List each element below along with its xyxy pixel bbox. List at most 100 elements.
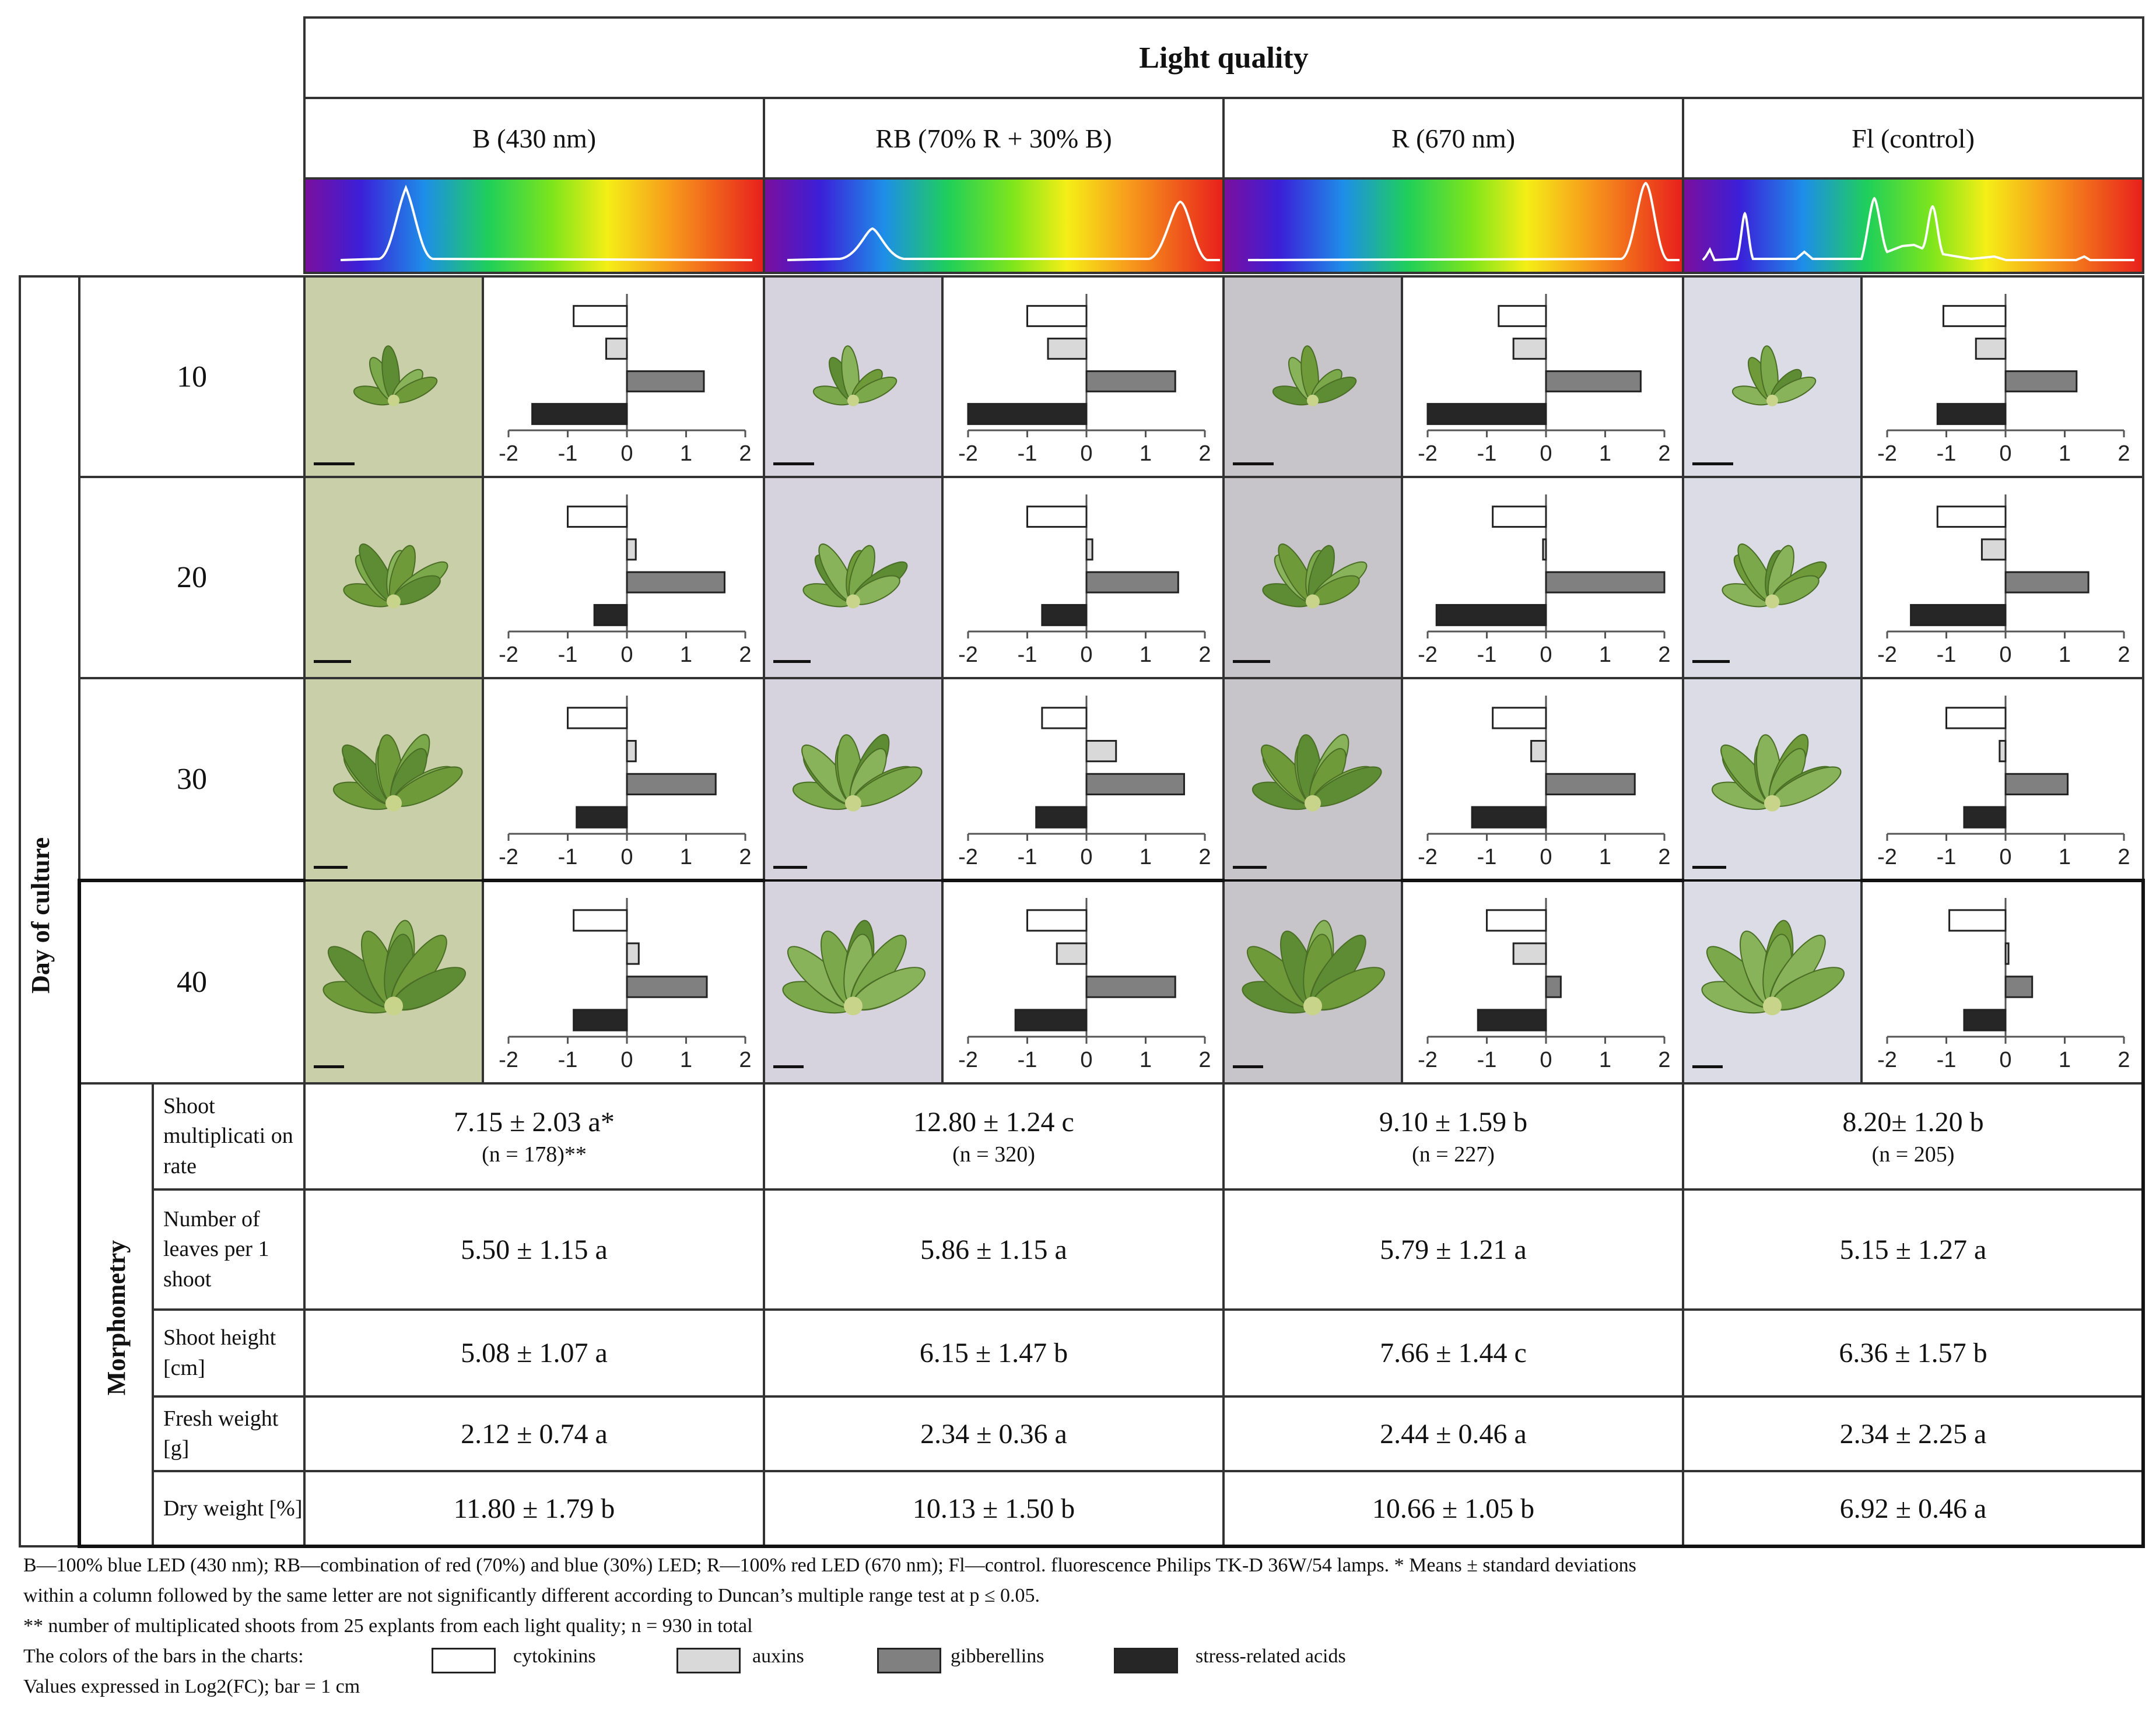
morph-value: 12.80 ± 1.24 c	[913, 1106, 1074, 1138]
bar-gibberellins	[1545, 975, 1562, 998]
footnote-line-2: within a column followed by the same let…	[23, 1585, 1040, 1606]
morph-n: (n = 227)	[1412, 1142, 1495, 1167]
scale-bar	[314, 462, 355, 465]
x-tick-label: 2	[2118, 441, 2130, 466]
x-tick-label: -1	[1937, 1048, 1957, 1072]
x-tick-label: 2	[2118, 1048, 2130, 1072]
day-label: 30	[177, 763, 207, 796]
plant-photo	[1225, 478, 1401, 677]
x-tick-label: -1	[1477, 643, 1497, 667]
x-tick-label: 0	[1080, 845, 1092, 869]
footnote-line-1: B—100% blue LED (430 nm); RB—combination…	[23, 1554, 1636, 1576]
x-tick-label: 2	[1198, 845, 1211, 869]
x-tick-label: 0	[1540, 441, 1552, 466]
x-tick-label: 1	[1599, 1048, 1611, 1072]
bar-auxins	[1980, 538, 2007, 561]
legend-swatch-auxins	[676, 1648, 741, 1673]
col-label-rb: RB (70% R + 30% B)	[875, 123, 1112, 153]
x-tick-label: -1	[1477, 845, 1497, 869]
bar-auxins	[1512, 338, 1547, 360]
bar-gibberellins	[626, 571, 725, 594]
bar-stress-related-acids	[1014, 1009, 1088, 1031]
day-label: 40	[177, 965, 207, 999]
x-tick-label: 2	[1198, 441, 1211, 466]
morph-label-fresh-weight: Fresh weight [g]	[163, 1406, 279, 1461]
x-tick-label: 0	[1080, 1048, 1092, 1072]
morph-value: 5.15 ± 1.27 a	[1839, 1234, 1987, 1265]
bar-chart: -2 -1 0 1 2	[1418, 898, 1671, 1072]
bar-gibberellins	[1085, 571, 1179, 594]
x-tick-label: 2	[739, 441, 751, 466]
morph-n: (n = 178)**	[482, 1142, 587, 1167]
bar-cytokinins	[1041, 707, 1088, 729]
x-tick-label: 2	[2118, 643, 2130, 667]
x-tick-label: 0	[620, 441, 633, 466]
spectrum-rb	[765, 180, 1222, 272]
spectrum-line-fl	[1702, 196, 2134, 262]
morph-value: 5.08 ± 1.07 a	[461, 1338, 608, 1368]
bar-chart: -2 -1 0 1 2	[499, 696, 752, 869]
x-tick-label: 1	[2059, 1048, 2071, 1072]
scale-bar	[314, 1065, 344, 1068]
plant-photo	[1684, 882, 1860, 1082]
x-tick-label: 0	[1540, 845, 1552, 869]
bar-cytokinins	[1936, 506, 2007, 528]
bar-gibberellins	[1085, 975, 1176, 998]
spectra	[306, 180, 2142, 272]
morph-value: 6.15 ± 1.47 b	[919, 1338, 1068, 1368]
legend-label: auxins	[752, 1645, 804, 1667]
plant-photo	[765, 882, 941, 1082]
x-tick-label: -1	[1477, 1048, 1497, 1072]
scale-bar	[773, 1065, 804, 1068]
x-tick-label: -1	[1018, 845, 1037, 869]
plant-photo	[1225, 278, 1401, 476]
x-tick-label: -1	[1018, 1048, 1037, 1072]
bar-stress-related-acids	[1435, 603, 1547, 626]
bar-gibberellins	[1085, 773, 1185, 795]
bar-stress-related-acids	[967, 403, 1088, 425]
x-tick-label: -1	[1937, 643, 1957, 667]
plant-photo	[306, 278, 482, 476]
bar-gibberellins	[2004, 370, 2078, 392]
morph-value: 6.92 ± 0.46 a	[1839, 1493, 1987, 1524]
x-tick-label: -2	[958, 643, 978, 667]
footnote-line-3: ** number of multiplicated shoots from 2…	[23, 1615, 753, 1637]
bar-cytokinins	[1945, 707, 2007, 729]
x-tick-label: 2	[2118, 845, 2130, 869]
bar-chart: -2 -1 0 1 2	[499, 898, 752, 1072]
x-tick-label: 1	[680, 441, 692, 466]
bar-stress-related-acids	[1426, 403, 1547, 425]
bar-stress-related-acids	[1963, 806, 2007, 829]
bar-auxins	[1530, 740, 1547, 763]
bar-cytokinins	[1026, 305, 1088, 327]
bar-chart: -2 -1 0 1 2	[1418, 494, 1671, 667]
x-tick-label: 1	[1140, 1048, 1152, 1072]
scale-bar	[1692, 462, 1733, 465]
scale-bar	[1692, 866, 1726, 869]
bar-cytokinins	[1942, 305, 2007, 327]
bar-cytokinins	[1026, 909, 1088, 932]
x-tick-label: 0	[620, 1048, 633, 1072]
bar-stress-related-acids	[1936, 403, 2007, 425]
legend-swatch-gibberellins	[877, 1648, 941, 1673]
x-tick-label: 0	[1999, 441, 2011, 466]
x-tick-label: -2	[958, 1048, 978, 1072]
bar-cytokinins	[1492, 707, 1547, 729]
bar-chart: -2 -1 0 1 2	[1877, 696, 2130, 869]
morph-value: 2.12 ± 0.74 a	[461, 1418, 608, 1450]
morph-value: 11.80 ± 1.79 b	[453, 1493, 615, 1524]
bar-stress-related-acids	[1471, 806, 1547, 829]
bar-gibberellins	[2004, 773, 2069, 795]
morph-n: (n = 320)	[952, 1142, 1035, 1167]
x-tick-label: -2	[958, 845, 978, 869]
bar-stress-related-acids	[1910, 603, 2007, 626]
morph-value: 7.15 ± 2.03 a*	[454, 1106, 615, 1138]
x-tick-label: -2	[1877, 643, 1897, 667]
x-tick-label: 0	[620, 643, 633, 667]
x-tick-label: -2	[499, 441, 518, 466]
morph-n: (n = 205)	[1871, 1142, 1955, 1167]
bar-cytokinins	[567, 707, 628, 729]
x-tick-label: 1	[1140, 441, 1152, 466]
header-title: Light quality	[1139, 41, 1309, 75]
bar-auxins	[1542, 538, 1547, 561]
